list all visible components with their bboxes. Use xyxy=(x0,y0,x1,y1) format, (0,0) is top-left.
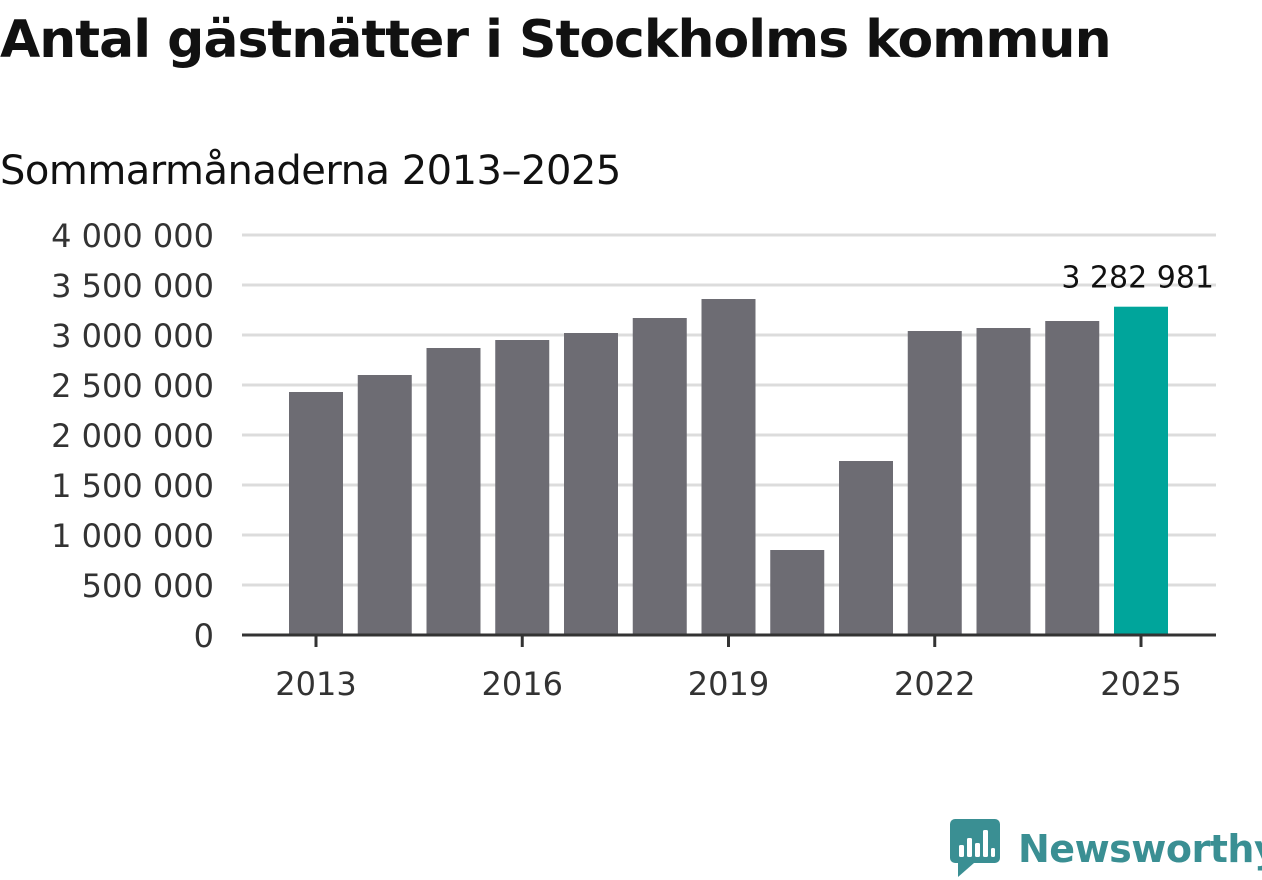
bar-2021 xyxy=(839,461,893,635)
newsworthy-logo-icon xyxy=(950,819,1000,877)
bar-2025 xyxy=(1114,306,1168,635)
x-tick-label: 2016 xyxy=(482,665,563,703)
bar-2015 xyxy=(426,348,481,635)
bar-2016 xyxy=(495,340,550,635)
x-tick-label: 2022 xyxy=(894,665,975,703)
x-tick-label: 2025 xyxy=(1100,665,1181,703)
y-tick-label: 4 000 000 xyxy=(51,217,214,255)
annotations: 3 282 981 xyxy=(1061,261,1214,296)
y-tick-label: 2 500 000 xyxy=(51,367,214,405)
x-tick-label: 2019 xyxy=(688,665,769,703)
bar-2022 xyxy=(907,331,962,635)
bar-2013 xyxy=(289,392,343,635)
y-tick-label: 0 xyxy=(194,617,214,655)
y-tick-label: 3 500 000 xyxy=(51,267,214,305)
bar-2020 xyxy=(770,550,825,635)
bar-2018 xyxy=(632,318,687,635)
bar-2017 xyxy=(564,333,618,635)
x-axis-labels: 2013 2016 2019 2022 2025 xyxy=(275,665,1181,703)
brand-name: Newsworthy xyxy=(1018,827,1262,871)
highlight-value-label: 3 282 981 xyxy=(1061,261,1214,296)
y-tick-label: 1 500 000 xyxy=(51,467,214,505)
y-tick-label: 3 000 000 xyxy=(51,317,214,355)
bar-2024 xyxy=(1045,321,1100,635)
y-tick-label: 1 000 000 xyxy=(51,517,214,555)
x-tick-label: 2013 xyxy=(275,665,356,703)
bars xyxy=(289,299,1168,635)
bar-2023 xyxy=(976,328,1031,635)
y-tick-label: 500 000 xyxy=(82,567,214,605)
y-tick-label: 2 000 000 xyxy=(51,417,214,455)
bar-2014 xyxy=(357,375,412,635)
brand-footer: Newsworthy xyxy=(950,818,1262,880)
bar-2019 xyxy=(701,299,756,635)
chart-title: Antal gästnätter i Stockholms kommun xyxy=(0,10,1112,70)
x-axis xyxy=(242,633,1216,647)
chart-subtitle: Sommarmånaderna 2013–2025 xyxy=(0,148,621,194)
y-axis-labels: 0 500 000 1 000 000 1 500 000 2 000 000 2 500… xyxy=(51,217,214,655)
